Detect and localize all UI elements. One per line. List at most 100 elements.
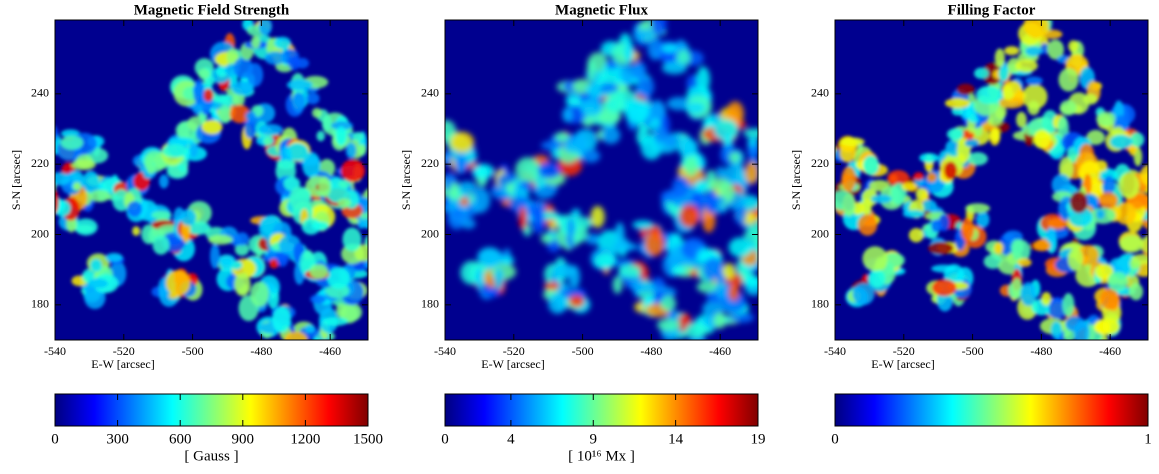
map-feature [127,201,143,217]
map-feature [233,57,254,79]
map-feature [235,232,249,246]
colorbar-tick-label: 14 [668,431,684,447]
map-feature [757,255,758,261]
map-feature [862,155,879,176]
map-feature [165,270,191,296]
map-feature [1051,174,1071,196]
map-feature [967,152,988,166]
map-feature [152,235,170,255]
x-tick-label: -480 [250,344,272,358]
map-feature [1033,129,1051,149]
map-feature [998,65,1009,82]
map-feature [309,264,329,279]
map-feature [302,152,321,178]
map-feature [624,98,650,124]
colorbar [834,393,1149,427]
map-feature [976,211,990,228]
map-feature [722,263,736,279]
map-feature [336,303,347,318]
map-feature [330,121,353,131]
x-tick-label: -500 [572,344,594,358]
map-feature [926,172,937,183]
map-feature [1011,239,1031,263]
y-tick-label: 220 [811,156,829,170]
colorbar-tick-label: 0 [51,431,59,447]
map-feature [1119,235,1144,253]
map-feature [946,128,964,141]
map-feature [743,128,758,139]
map-feature [369,230,381,244]
colorbar-tick-label: 0 [831,431,839,447]
map-feature [359,218,368,229]
map-feature [74,218,98,236]
map-feature [840,137,865,147]
map-feature [286,79,313,91]
map-feature [656,318,682,332]
map-feature [1140,235,1148,254]
colorbar [54,393,369,427]
map-feature [713,312,727,329]
map-feature [758,200,767,211]
map-feature [234,242,250,256]
y-axis-label: S-N [arcsec] [399,150,413,210]
map-feature [251,35,261,49]
x-tick-label: -520 [893,344,915,358]
y-tick-label: 240 [31,86,49,100]
map-feature [975,85,1002,105]
map-feature [1096,209,1105,220]
panel-title: Magnetic Field Strength [134,2,290,18]
map-feature [660,295,677,312]
panel: Filling Factor -540 -520 -500 -480 -460 180 200… [789,2,1152,447]
map-feature [88,278,108,289]
map-feature [456,157,468,173]
map-feature [1033,239,1051,252]
map-feature [683,156,699,177]
map-feature [1058,67,1079,92]
map-feature [505,183,514,194]
map-feature [810,130,830,149]
panel: Magnetic Field Strength -540 -520 -500 -480 -… [9,2,383,464]
map-feature [747,145,758,157]
map-feature [1095,263,1114,280]
map-feature [677,135,695,158]
map-feature [327,267,350,289]
map-feature [1020,282,1037,307]
map-feature [757,232,758,238]
map-feature [205,75,215,87]
map-feature [72,182,82,191]
colorbar-tick-label: 19 [751,431,766,447]
map-feature [335,126,347,146]
map-feature [1004,46,1020,56]
map-feature [1067,247,1084,271]
map-feature [696,281,717,293]
map-feature [345,142,357,159]
map-feature [1011,277,1023,300]
colorbar-label: [ 10¹⁶ Mx ] [568,448,635,464]
map-feature [944,97,970,109]
map-feature [258,20,273,36]
map-feature [1098,192,1118,209]
map-feature [1140,164,1148,187]
map-feature [932,279,957,297]
map-feature [230,260,243,270]
map-feature [586,233,601,245]
x-tick-label: -480 [640,344,662,358]
map-feature [38,130,55,142]
y-tick-label: 180 [811,297,829,311]
map-feature [956,83,975,96]
plot-frame [834,19,1149,341]
map-feature [661,61,688,75]
map-feature [599,82,619,94]
map-feature [961,217,974,242]
map-feature [186,221,211,236]
map-feature [132,226,141,236]
map-feature [89,189,111,203]
map-feature [219,258,233,269]
map-feature [661,43,679,53]
colorbar-tick-label: 1 [1144,431,1152,447]
map-feature [852,283,875,306]
map-feature [1017,258,1032,267]
map-feature [694,179,711,192]
x-axis-label: E-W [arcsec] [481,357,544,371]
colorbar-tick-label: 900 [232,431,255,447]
